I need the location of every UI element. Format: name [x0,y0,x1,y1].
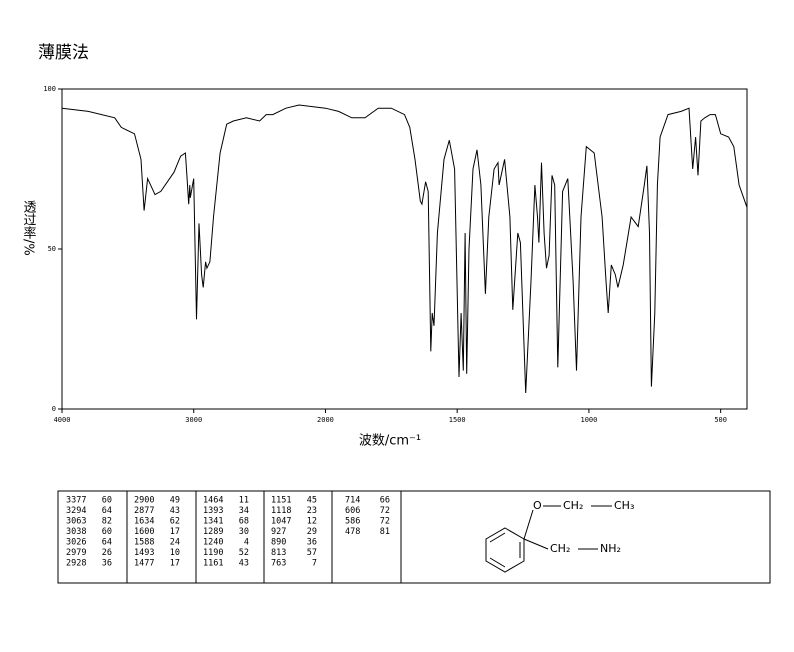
y-tick-label: 100 [43,85,56,93]
group-label: CH₃ [614,499,634,512]
group-label: CH₂ [550,542,570,555]
peak-wavenumber: 714 [345,496,360,506]
peak-transmittance: 17 [170,559,180,569]
x-tick-label: 4000 [54,416,71,424]
peak-transmittance: 12 [307,517,317,527]
x-tick-label: 1000 [580,416,597,424]
peak-wavenumber: 1289 [203,527,223,537]
peak-transmittance: 26 [102,548,112,558]
peak-wavenumber: 1393 [203,506,223,516]
peak-transmittance: 81 [380,527,390,537]
peak-wavenumber: 3038 [66,527,86,537]
peak-wavenumber: 586 [345,517,360,527]
peak-wavenumber: 1493 [134,548,154,558]
peak-transmittance: 24 [170,538,180,548]
plot-frame [61,88,748,410]
peak-wavenumber: 1341 [203,517,223,527]
peak-wavenumber: 1240 [203,538,223,548]
peak-wavenumber: 1047 [271,517,291,527]
peak-wavenumber: 1464 [203,496,223,506]
peak-transmittance: 52 [239,548,249,558]
peak-transmittance: 64 [102,538,112,548]
peak-wavenumber: 2877 [134,506,154,516]
peak-wavenumber: 1600 [134,527,154,537]
group-label: CH₂ [563,499,583,512]
peak-transmittance: 62 [170,517,180,527]
peak-wavenumber: 1161 [203,559,223,569]
peak-wavenumber: 3377 [66,496,86,506]
peak-transmittance: 30 [239,527,249,537]
peak-transmittance: 60 [102,496,112,506]
y-axis-label: 透过率/% [21,200,37,256]
peak-transmittance: 11 [239,496,249,506]
peak-wavenumber: 2928 [66,559,86,569]
x-tick-label: 2000 [317,416,334,424]
y-tick-label: 50 [48,245,56,253]
peak-wavenumber: 1118 [271,506,291,516]
peak-wavenumber: 1477 [134,559,154,569]
peak-transmittance: 4 [244,538,249,548]
x-tick-label: 1500 [449,416,466,424]
peak-wavenumber: 2979 [66,548,86,558]
atom-label: O [533,499,542,512]
peak-wavenumber: 813 [271,548,286,558]
x-axis-label: 波数/cm⁻¹ [359,434,421,449]
peak-wavenumber: 3026 [66,538,86,548]
peak-wavenumber: 890 [271,538,286,548]
peak-wavenumber: 2900 [134,496,154,506]
y-tick-label: 0 [52,405,56,413]
peak-wavenumber: 606 [345,506,360,516]
peak-transmittance: 23 [307,506,317,516]
peak-transmittance: 43 [239,559,249,569]
peak-transmittance: 72 [380,506,390,516]
peak-wavenumber: 478 [345,527,360,537]
peak-transmittance: 72 [380,517,390,527]
peak-transmittance: 17 [170,527,180,537]
chart-title: 薄膜法 [38,43,89,63]
peak-transmittance: 45 [307,496,317,506]
x-tick-label: 500 [714,416,727,424]
x-tick-label: 3000 [185,416,202,424]
table-frame [57,490,771,584]
peak-wavenumber: 1634 [134,517,154,527]
peak-transmittance: 43 [170,506,180,516]
benzene-ring [485,505,612,573]
peak-transmittance: 36 [307,538,317,548]
peak-transmittance: 57 [307,548,317,558]
peak-transmittance: 36 [102,559,112,569]
group-label: NH₂ [600,542,621,555]
peak-wavenumber: 1588 [134,538,154,548]
peak-transmittance: 82 [102,517,112,527]
peak-transmittance: 64 [102,506,112,516]
peak-wavenumber: 1151 [271,496,291,506]
peak-transmittance: 10 [170,548,180,558]
peak-wavenumber: 3294 [66,506,86,516]
peak-transmittance: 34 [239,506,249,516]
peak-wavenumber: 927 [271,527,286,537]
peak-transmittance: 60 [102,527,112,537]
peak-transmittance: 29 [307,527,317,537]
peak-transmittance: 49 [170,496,180,506]
spectrum-line [61,104,748,394]
peak-transmittance: 7 [312,559,317,569]
peak-wavenumber: 3063 [66,517,86,527]
peak-transmittance: 66 [380,496,390,506]
peak-wavenumber: 763 [271,559,286,569]
peak-wavenumber: 1190 [203,548,223,558]
peak-transmittance: 68 [239,517,249,527]
